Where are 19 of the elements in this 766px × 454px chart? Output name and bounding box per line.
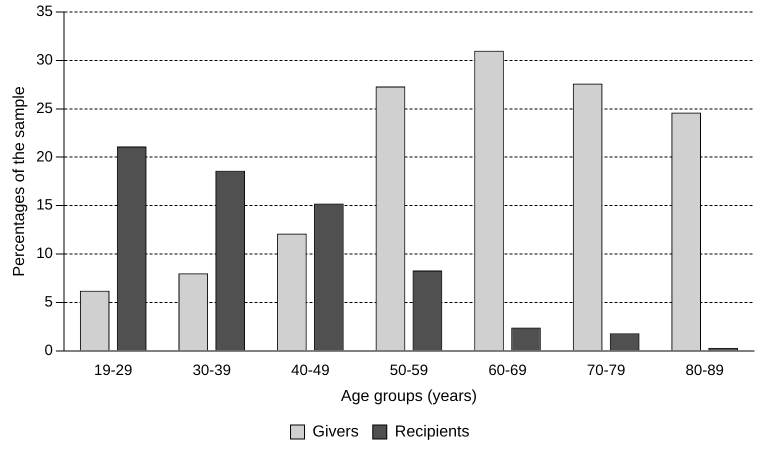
y-tick-label: 25 (36, 100, 53, 117)
x-tick-label: 80-89 (686, 362, 724, 379)
legend-label: Givers (312, 423, 359, 440)
y-tick-label: 35 (36, 3, 53, 20)
legend-label: Recipients (394, 423, 470, 440)
y-tick-label: 10 (36, 245, 53, 262)
y-axis-title: Percentages of the sample (11, 86, 28, 277)
y-tick-label: 15 (36, 196, 53, 214)
x-tick-label: 19-29 (94, 362, 132, 379)
x-tick-label: 40-49 (291, 362, 330, 379)
y-tick-label: 5 (44, 294, 53, 311)
x-tick-label: 30-39 (192, 362, 231, 379)
x-tick-label: 60-69 (488, 362, 527, 379)
y-tick-label: 20 (36, 148, 53, 166)
x-tick-label: 70-79 (586, 362, 626, 379)
y-tick-label: 30 (36, 52, 53, 69)
x-axis-title: Age groups (years) (340, 388, 477, 405)
x-tick-label: 50-59 (390, 362, 428, 379)
y-tick-label: 0 (44, 342, 53, 359)
